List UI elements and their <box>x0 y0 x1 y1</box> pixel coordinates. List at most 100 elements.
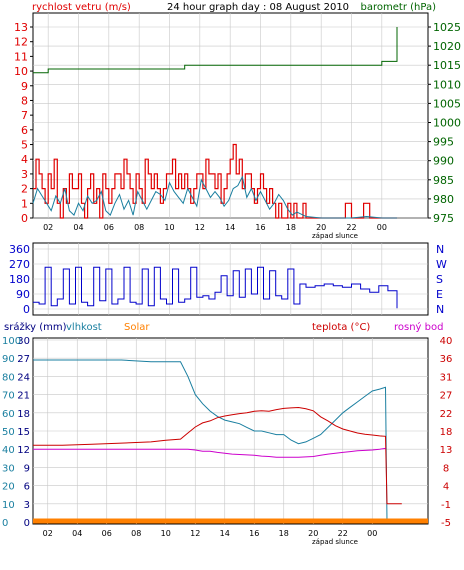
legend-temperature: teplota (°C) <box>312 322 370 333</box>
rain-axis-tick-label: 21 <box>17 391 30 402</box>
direction-compass-label: N <box>436 243 444 256</box>
direction-grid <box>33 243 428 315</box>
rain-axis-tick-label: 24 <box>17 372 30 383</box>
humidity-axis-tick-label: 50 <box>2 427 15 438</box>
temperature-axis-tick-label: 4 <box>443 482 449 493</box>
temperature-axis-tick-label: 31 <box>440 372 453 383</box>
sunset-label-top: západ slunce <box>312 232 358 240</box>
temperature-axis-tick-label: 40 <box>440 336 453 347</box>
wind-x-tick-label: 14 <box>225 223 235 232</box>
humidity-axis-tick-label: 40 <box>2 445 15 456</box>
pressure-axis-tick-label: 1020 <box>433 40 461 53</box>
wind-axis-tick-label: 1 <box>21 197 28 210</box>
humidity-axis-ticks: 0 10 20 30 40 50 60 70 80 90 100 <box>2 336 21 529</box>
temperature-series <box>33 359 428 524</box>
wind-axis-tick-label: 10 <box>14 65 28 78</box>
legend-humidity: vlhkost <box>66 322 102 333</box>
pressure-axis-tick-label: 1010 <box>433 78 461 91</box>
direction-degree-label: 360 <box>9 243 30 256</box>
humidity-axis-tick-label: 20 <box>2 482 15 493</box>
direction-degree-ticks: 0 90 180 270 360 <box>9 243 30 316</box>
temperature-x-tick-label: 18 <box>279 529 289 538</box>
temperature-x-ticks: 02 04 06 08 10 12 14 16 18 20 22 00 <box>43 529 378 538</box>
wind-x-tick-label: 00 <box>377 223 387 232</box>
wind-x-tick-label: 06 <box>104 223 114 232</box>
temperature-axis-tick-label: 13 <box>440 445 453 456</box>
humidity-axis-tick-label: 70 <box>2 391 15 402</box>
temperature-x-tick-label: 16 <box>249 529 259 538</box>
wind-axis-tick-label: 7 <box>21 109 28 122</box>
humidity-axis-tick-label: 60 <box>2 409 15 420</box>
legend-rain: srážky (mm) <box>4 321 67 333</box>
wind-axis-tick-label: 6 <box>21 124 28 137</box>
wind-x-ticks: 02 04 06 08 10 12 14 16 18 20 22 00 <box>43 223 387 232</box>
rain-axis-tick-label: 18 <box>17 409 30 420</box>
rain-axis-tick-label: 27 <box>17 354 30 365</box>
temperature-axis-tick-label: -5 <box>441 518 451 529</box>
chart-title: 24 hour graph day : 08 August 2010 <box>167 2 349 13</box>
temperature-x-tick-label: 12 <box>190 529 200 538</box>
temperature-axis-tick-label: 18 <box>440 427 453 438</box>
series-line-wind <box>33 143 397 219</box>
wind-axis-tick-label: 8 <box>21 94 28 107</box>
direction-compass-label: E <box>436 288 443 301</box>
temperature-x-tick-label: 02 <box>43 529 53 538</box>
rain-axis-ticks: 0 3 6 9 12 15 18 21 24 27 30 <box>17 336 30 529</box>
direction-degree-label: 0 <box>23 303 30 316</box>
wind-axis-label: rychlost vetru (m/s) <box>32 2 131 13</box>
wind-x-tick-label: 12 <box>195 223 205 232</box>
wind-axis-tick-label: 0 <box>21 212 28 225</box>
rain-axis-tick-label: 3 <box>24 500 30 511</box>
wind-pressure-panel: rychlost vetru (m/s) 24 hour graph day :… <box>14 2 461 240</box>
temperature-x-tick-label: 08 <box>131 529 141 538</box>
wind-x-tick-label: 20 <box>316 223 326 232</box>
wind-axis-tick-label: 13 <box>14 21 28 34</box>
pressure-axis-tick-label: 1025 <box>433 21 461 34</box>
pressure-axis-label: barometr (hPa) <box>361 2 437 13</box>
pressure-axis-tick-label: 975 <box>433 212 454 225</box>
humidity-axis-tick-label: 30 <box>2 463 15 474</box>
temperature-x-tick-label: 14 <box>220 529 230 538</box>
humidity-axis-tick-label: 10 <box>2 500 15 511</box>
series-line-gust <box>32 175 397 219</box>
direction-degree-label: 90 <box>16 288 30 301</box>
direction-degree-label: 180 <box>9 273 30 286</box>
wind-axis-tick-label: 9 <box>21 80 28 93</box>
pressure-axis-tick-label: 990 <box>433 155 454 168</box>
wind-x-tick-label: 10 <box>164 223 174 232</box>
temperature-axis-tick-label: 36 <box>440 354 453 365</box>
wind-x-tick-label: 04 <box>73 223 83 232</box>
direction-compass-label: W <box>436 258 447 271</box>
wind-x-tick-label: 22 <box>346 223 356 232</box>
legend-solar: Solar <box>124 322 150 333</box>
temperature-x-tick-label: 10 <box>161 529 171 538</box>
series-line-humidity <box>33 359 388 523</box>
pressure-axis-tick-label: 980 <box>433 193 454 206</box>
pressure-axis-tick-label: 1015 <box>433 59 461 72</box>
temperature-x-tick-label: 04 <box>72 529 82 538</box>
temperature-axis-tick-label: -1 <box>441 500 451 511</box>
rain-axis-tick-label: 0 <box>24 518 30 529</box>
rain-axis-tick-label: 12 <box>17 445 30 456</box>
pressure-axis-tick-label: 1000 <box>433 117 461 130</box>
direction-compass-label: S <box>436 273 443 286</box>
series-line-dewpoint <box>33 447 386 458</box>
wind-axis-tick-label: 12 <box>14 36 28 49</box>
humidity-axis-tick-label: 80 <box>2 372 15 383</box>
temperature-axis-tick-label: 22 <box>440 409 453 420</box>
series-line-direction <box>33 266 398 309</box>
temperature-panel: srážky (mm) vlhkost Solar teplota (°C) r… <box>2 321 452 546</box>
legend-dewpoint: rosný bod <box>394 321 443 333</box>
temperature-x-tick-label: 00 <box>367 529 377 538</box>
rain-axis-tick-label: 30 <box>17 336 30 347</box>
sunset-label-bottom: západ slunce <box>312 538 358 546</box>
wind-x-tick-label: 18 <box>286 223 296 232</box>
wind-axis-tick-label: 5 <box>21 139 28 152</box>
temperature-axis-ticks: -5 -1 4 8 13 18 22 27 31 36 40 <box>440 336 453 529</box>
wind-x-tick-label: 02 <box>43 223 53 232</box>
wind-axis-tick-label: 2 <box>21 183 28 196</box>
rain-axis-tick-label: 6 <box>24 482 30 493</box>
